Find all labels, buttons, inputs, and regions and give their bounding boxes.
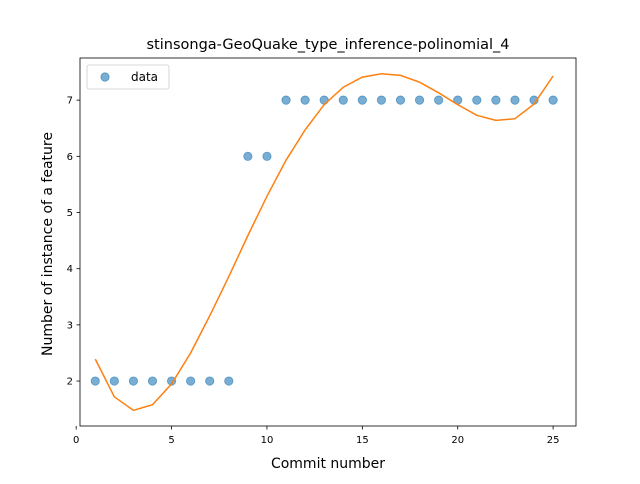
data-point (434, 95, 444, 105)
data-point (319, 95, 329, 105)
data-point (548, 95, 558, 105)
data-point (90, 376, 100, 386)
y-tick-label: 5 (67, 208, 73, 219)
data-point (357, 95, 367, 105)
y-tick-label: 4 (67, 264, 73, 275)
data-point (224, 376, 234, 386)
legend-label: data (131, 70, 158, 84)
y-tick-label: 3 (67, 320, 73, 331)
data-point (166, 376, 177, 386)
x-tick-label: 5 (168, 435, 174, 446)
data-point (338, 95, 348, 105)
data-point (491, 95, 501, 105)
chart-title: stinsonga-GeoQuake_type_inference-polino… (147, 37, 510, 53)
data-point (205, 376, 215, 386)
data-point (510, 95, 520, 105)
data-point (376, 95, 387, 105)
data-point (300, 95, 310, 105)
data-point (128, 376, 139, 386)
data-point (472, 95, 482, 105)
data-point (262, 151, 272, 161)
data-point (186, 376, 196, 386)
legend-box (86, 64, 170, 90)
x-tick-label: 10 (261, 435, 274, 446)
x-tick-label: 0 (73, 435, 79, 446)
data-point (395, 95, 406, 105)
x-tick-label: 25 (547, 435, 560, 446)
x-axis-label: Commit number (271, 456, 385, 472)
data-point (281, 95, 291, 105)
data-point (109, 376, 119, 386)
x-tick-label: 15 (356, 435, 369, 446)
legend-marker (100, 72, 110, 82)
plot-frame (79, 57, 577, 427)
y-tick-label: 2 (67, 377, 73, 388)
data-point (414, 95, 425, 105)
data-point (147, 376, 158, 386)
data-point (243, 151, 253, 161)
y-tick-label: 6 (67, 152, 73, 163)
fit-line (94, 72, 554, 412)
y-axis-label: Number of instance of a feature (40, 132, 56, 356)
x-tick-label: 20 (451, 435, 464, 446)
y-tick-label: 7 (67, 96, 73, 107)
plot-area: 0 5 10 15 20 25 2 3 4 5 6 7 data (67, 57, 577, 446)
